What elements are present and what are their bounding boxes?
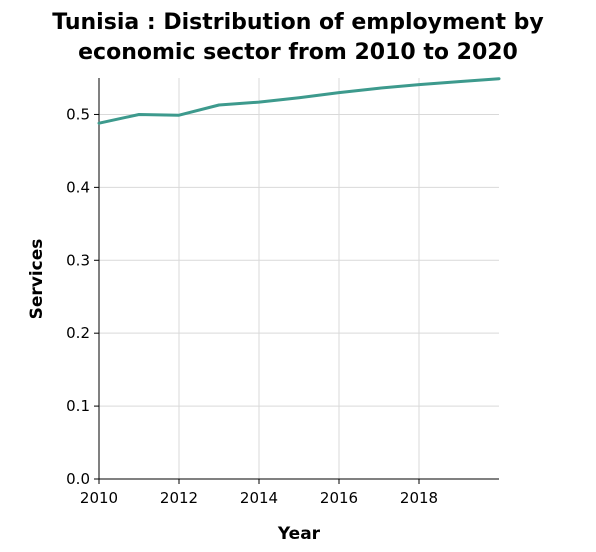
x-tick-label: 2018 <box>400 489 438 507</box>
y-tick-label: 0.4 <box>66 178 90 196</box>
x-tick-label: 2010 <box>80 489 118 507</box>
y-tick-label: 0.2 <box>66 324 90 342</box>
x-axis-label: Year <box>277 524 321 544</box>
services-series-line <box>97 77 501 125</box>
series <box>97 77 501 125</box>
y-axis-label: Services <box>27 239 47 320</box>
y-tick-label: 0.5 <box>66 105 90 123</box>
axes <box>94 78 499 484</box>
x-tick-label: 2016 <box>320 489 358 507</box>
y-tick-label: 0.3 <box>66 251 90 269</box>
y-tick-label: 0.1 <box>66 397 90 415</box>
tick-labels: 2010 2012 2014 2016 2018 0.0 0.1 0.2 0.3 0.4 0.5 <box>66 105 438 507</box>
x-tick-label: 2014 <box>240 489 278 507</box>
chart-title-line-1: Tunisia : Distribution of employment by <box>52 10 543 35</box>
chart-title-line-2: economic sector from 2010 to 2020 <box>78 40 518 65</box>
y-tick-label: 0.0 <box>66 470 90 488</box>
x-tick-label: 2012 <box>160 489 198 507</box>
grid <box>98 78 499 480</box>
